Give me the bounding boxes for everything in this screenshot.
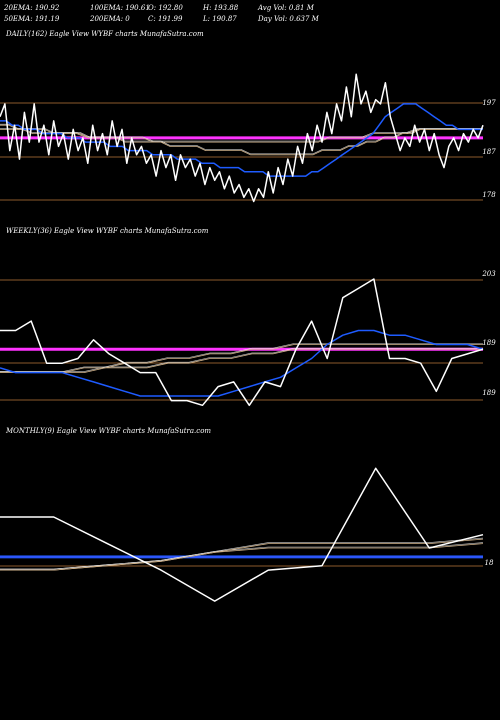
daily-tick-label-2: 178 — [482, 191, 496, 199]
header-avgvol: Avg Vol: 0.81 M — [258, 4, 314, 12]
monthly-ma1-edge-line — [0, 537, 484, 570]
daily-ma1-edge-line — [0, 123, 483, 155]
monthly-tick-label-0: 18 — [485, 559, 494, 567]
weekly-ma1-line — [0, 344, 483, 374]
daily-ema-line — [0, 103, 483, 177]
weekly-ema-line — [0, 329, 484, 397]
header-open: O: 192.80 — [148, 4, 183, 12]
header-ema50: 50EMA: 191.19 — [4, 15, 60, 23]
daily-tick-label-1: 187 — [482, 148, 496, 156]
monthly-price-line — [0, 467, 484, 602]
header-ema20: 20EMA: 190.92 — [4, 4, 60, 12]
weekly-tick-label-1: 189 — [482, 339, 496, 347]
header-close: C: 191.99 — [148, 15, 183, 23]
weekly-ma1-edge-line — [0, 343, 483, 372]
weekly-ma2-line — [0, 348, 483, 374]
daily-ma1-line — [0, 124, 483, 156]
header-high: H: 193.88 — [203, 4, 239, 12]
weekly-ma2-edge-line — [0, 347, 483, 372]
weekly-price-line — [0, 278, 484, 407]
header-low: L: 190.87 — [203, 15, 237, 23]
daily-panel-title: DAILY(162) Eagle View WYBF charts Munafa… — [6, 30, 204, 38]
daily-tick-label-0: 197 — [482, 99, 496, 107]
header-dayvol: Day Vol: 0.637 M — [258, 15, 319, 23]
monthly-panel-title: MONTHLY(9) Eagle View WYBF charts Munafa… — [6, 427, 212, 435]
weekly-tick-label-0: 203 — [481, 270, 496, 278]
daily-price-line — [0, 73, 484, 203]
header-ema200: 200EMA: 0 — [90, 15, 130, 23]
header-ema100: 100EMA: 190.61 — [90, 4, 150, 12]
monthly-ma1-line — [0, 538, 484, 571]
weekly-tick-label-2: 189 — [482, 389, 496, 397]
weekly-panel-title: WEEKLY(36) Eagle View WYBF charts Munafa… — [6, 227, 209, 235]
